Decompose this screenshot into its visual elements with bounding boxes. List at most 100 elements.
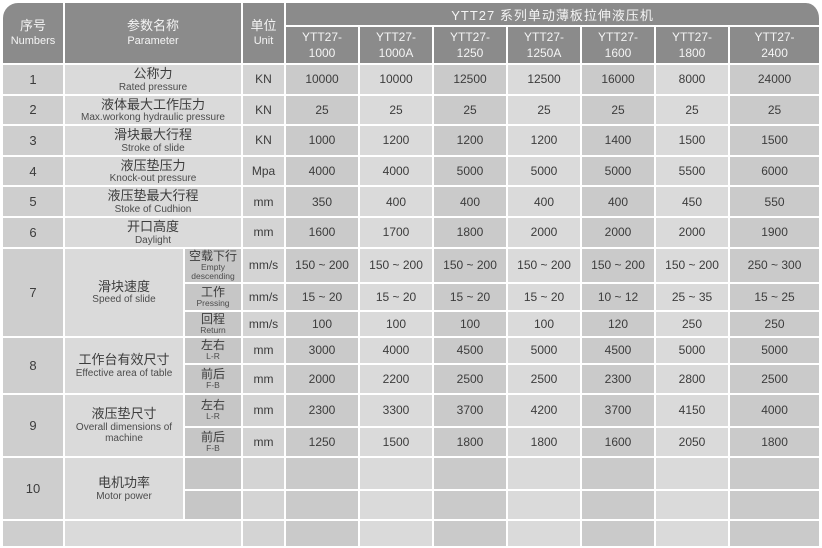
- table-row: 9 液压垫尺寸 Overall dimensions of machine 左右…: [3, 394, 822, 458]
- table-row: 10 电机功率 Motor power: [3, 457, 822, 521]
- value-cell: 2800: [656, 364, 731, 395]
- param-name-en: Motor power: [96, 490, 152, 502]
- sub-param-name: [185, 457, 244, 491]
- model-header-ytt27-2400: YTT27- 2400: [730, 27, 822, 65]
- value-cell: 1500: [360, 427, 435, 458]
- param-name-zh: 液压垫压力: [120, 157, 186, 173]
- value-cell: 15 ~ 20: [434, 283, 509, 312]
- model-name-line2: 1000A: [378, 46, 414, 60]
- value-cell: 150 ~ 200: [508, 248, 583, 284]
- value-cell: 150 ~ 200: [286, 248, 361, 284]
- param-name-en: Stoke of Cudhion: [114, 203, 192, 215]
- model-name-line2: 1800: [678, 46, 706, 60]
- sub-param-en: L-R: [206, 351, 220, 362]
- model-name-line1: YTT27-: [302, 29, 343, 44]
- value-cell: [656, 520, 731, 548]
- param-name-zh: 电机功率: [97, 474, 150, 490]
- unit-cell: [243, 457, 287, 491]
- value-cell: 2000: [656, 217, 731, 249]
- value-cell: 1600: [286, 217, 361, 249]
- value-cell: 100: [286, 311, 361, 338]
- sub-param-name: 前后 F-B: [185, 364, 244, 395]
- value-cell: 1200: [360, 126, 435, 157]
- unit-cell: [243, 520, 287, 548]
- table-row: 4 液压垫压力 Knock-out pressure Mpa 4000 4000…: [3, 156, 822, 188]
- value-cell: [656, 490, 731, 521]
- table-row: 7 滑块速度 Speed of slide 空载下行 Empty descend…: [3, 248, 822, 338]
- value-cell: 100: [360, 311, 435, 338]
- value-cell: 10000: [360, 65, 435, 96]
- value-cell: 150 ~ 200: [582, 248, 657, 284]
- value-cell: 6000: [730, 156, 822, 188]
- value-cell: 1400: [582, 126, 657, 157]
- value-cell: [434, 457, 509, 491]
- value-cell: 250: [730, 311, 822, 338]
- col-header-unit-zh: 单位: [250, 18, 277, 34]
- value-cell: 100: [434, 311, 509, 338]
- row-number: 4: [3, 156, 65, 188]
- value-cell: 5000: [434, 156, 509, 188]
- row-number: 6: [3, 217, 65, 249]
- value-cell: 5500: [656, 156, 731, 188]
- value-cell: 5000: [582, 156, 657, 188]
- sub-param-name: 左右 L-R: [185, 394, 244, 428]
- param-name: 电机功率 Motor power: [65, 457, 185, 521]
- value-cell: 15 ~ 20: [360, 283, 435, 312]
- param-name-en: Rated pressure: [118, 81, 188, 93]
- table-row: [3, 520, 822, 548]
- value-cell: 350: [286, 187, 361, 218]
- col-header-number: 序号 Numbers: [3, 3, 65, 65]
- unit-cell: KN: [243, 95, 287, 127]
- value-cell: 10 ~ 12: [582, 283, 657, 312]
- value-cell: [434, 520, 509, 548]
- value-cell: 4000: [286, 156, 361, 188]
- param-name-zh: 液压垫尺寸: [91, 406, 157, 422]
- row-number: [3, 520, 65, 548]
- table-title: YTT27 系列单动薄板拉伸液压机: [286, 3, 822, 27]
- value-cell: 1800: [508, 427, 583, 458]
- value-cell: 1200: [508, 126, 583, 157]
- col-header-unit: 单位 Unit: [243, 3, 287, 65]
- value-cell: 25: [286, 95, 361, 127]
- unit-cell: Mpa: [243, 156, 287, 188]
- value-cell: [286, 490, 361, 521]
- table-row: 2 液体最大工作压力 Max.workong hydraulic pressur…: [3, 95, 822, 127]
- value-cell: 4500: [582, 337, 657, 365]
- value-cell: 150 ~ 200: [360, 248, 435, 284]
- model-name-line1: YTT27-: [376, 29, 417, 44]
- model-name-line1: YTT27-: [598, 29, 639, 44]
- row-number: 8: [3, 337, 65, 395]
- table-row: 3 滑块最大行程 Stroke of slide KN 1000 1200 12…: [3, 126, 822, 157]
- sub-param-zh: 左右: [201, 338, 226, 353]
- model-name-line1: YTT27-: [524, 29, 565, 44]
- unit-cell: KN: [243, 65, 287, 96]
- table-row: 前后 F-B mm 2000 2200 2500 2500 2300 2800 …: [3, 364, 822, 395]
- param-name-zh: 滑块最大行程: [114, 127, 193, 143]
- value-cell: 1000: [286, 126, 361, 157]
- value-cell: 450: [656, 187, 731, 218]
- value-cell: 2300: [286, 394, 361, 428]
- model-header-ytt27-1000a: YTT27- 1000A: [360, 27, 435, 65]
- model-header-ytt27-1600: YTT27- 1600: [582, 27, 657, 65]
- value-cell: 5000: [508, 156, 583, 188]
- value-cell: 1700: [360, 217, 435, 249]
- sub-param-en: Pressing: [196, 297, 230, 308]
- unit-cell: mm: [243, 337, 287, 365]
- sub-param-name: 前后 F-B: [185, 427, 244, 458]
- value-cell: 400: [360, 187, 435, 218]
- sub-param-name: 空载下行 Empty descending: [185, 248, 244, 284]
- value-cell: 4000: [360, 337, 435, 365]
- value-cell: 1200: [434, 126, 509, 157]
- param-name: 液压垫尺寸 Overall dimensions of machine: [65, 394, 185, 458]
- sub-param-name: 工作 Pressing: [185, 283, 244, 312]
- table-row: 1 公称力 Rated pressure KN 10000 10000 1250…: [3, 65, 822, 96]
- value-cell: [582, 520, 657, 548]
- value-cell: 5000: [656, 337, 731, 365]
- col-header-parameter-zh: 参数名称: [127, 18, 180, 34]
- unit-cell: mm: [243, 427, 287, 458]
- param-name: 公称力 Rated pressure: [65, 65, 244, 96]
- value-cell: 4000: [730, 394, 822, 428]
- value-cell: 150 ~ 200: [656, 248, 731, 284]
- value-cell: 25 ~ 35: [656, 283, 731, 312]
